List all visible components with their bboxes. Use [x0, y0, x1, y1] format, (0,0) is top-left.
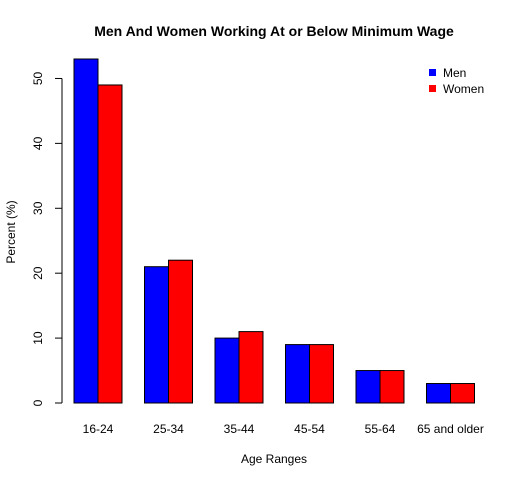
bar-men-2 — [214, 337, 240, 404]
y-tick-label: 30 — [31, 201, 45, 215]
x-tick-labels: 16-24 25-34 35-44 45-54 55-64 65 and older — [83, 422, 484, 436]
bar-men-5 — [426, 383, 451, 404]
legend-label-men: Men — [443, 66, 466, 80]
bar-women-3 — [309, 344, 334, 404]
bars-group — [73, 58, 475, 404]
x-axis-label: Age Ranges — [241, 452, 307, 466]
bar-women-1 — [168, 259, 193, 404]
bar-women-2 — [238, 331, 264, 404]
bar-women-0 — [97, 84, 123, 404]
legend-label-women: Women — [443, 82, 484, 96]
y-tick-label: 0 — [31, 399, 45, 406]
chart-title: Men And Women Working At or Below Minimu… — [94, 23, 454, 39]
x-tick-label: 16-24 — [83, 422, 114, 436]
bar-men-4 — [355, 370, 381, 404]
legend-swatch-men — [429, 69, 436, 76]
bar-men-0 — [73, 58, 99, 404]
x-tick-label: 55-64 — [365, 422, 396, 436]
bar-women-4 — [379, 370, 405, 404]
legend: Men Women — [429, 66, 484, 96]
y-tick-label: 10 — [31, 331, 45, 345]
bar-men-3 — [285, 344, 310, 404]
y-tick-label: 40 — [31, 136, 45, 150]
x-tick-label: 25-34 — [153, 422, 184, 436]
x-tick-label: 35-44 — [224, 422, 255, 436]
x-tick-label: 65 and older — [417, 422, 484, 436]
bar-men-1 — [144, 266, 169, 404]
x-tick-label: 45-54 — [294, 422, 325, 436]
y-tick-label: 20 — [31, 266, 45, 280]
bar-women-5 — [450, 383, 475, 404]
y-axis: 0 10 20 30 40 50 — [31, 71, 63, 406]
legend-swatch-women — [429, 85, 436, 92]
y-tick-label: 50 — [31, 71, 45, 85]
y-axis-label: Percent (%) — [4, 200, 18, 263]
